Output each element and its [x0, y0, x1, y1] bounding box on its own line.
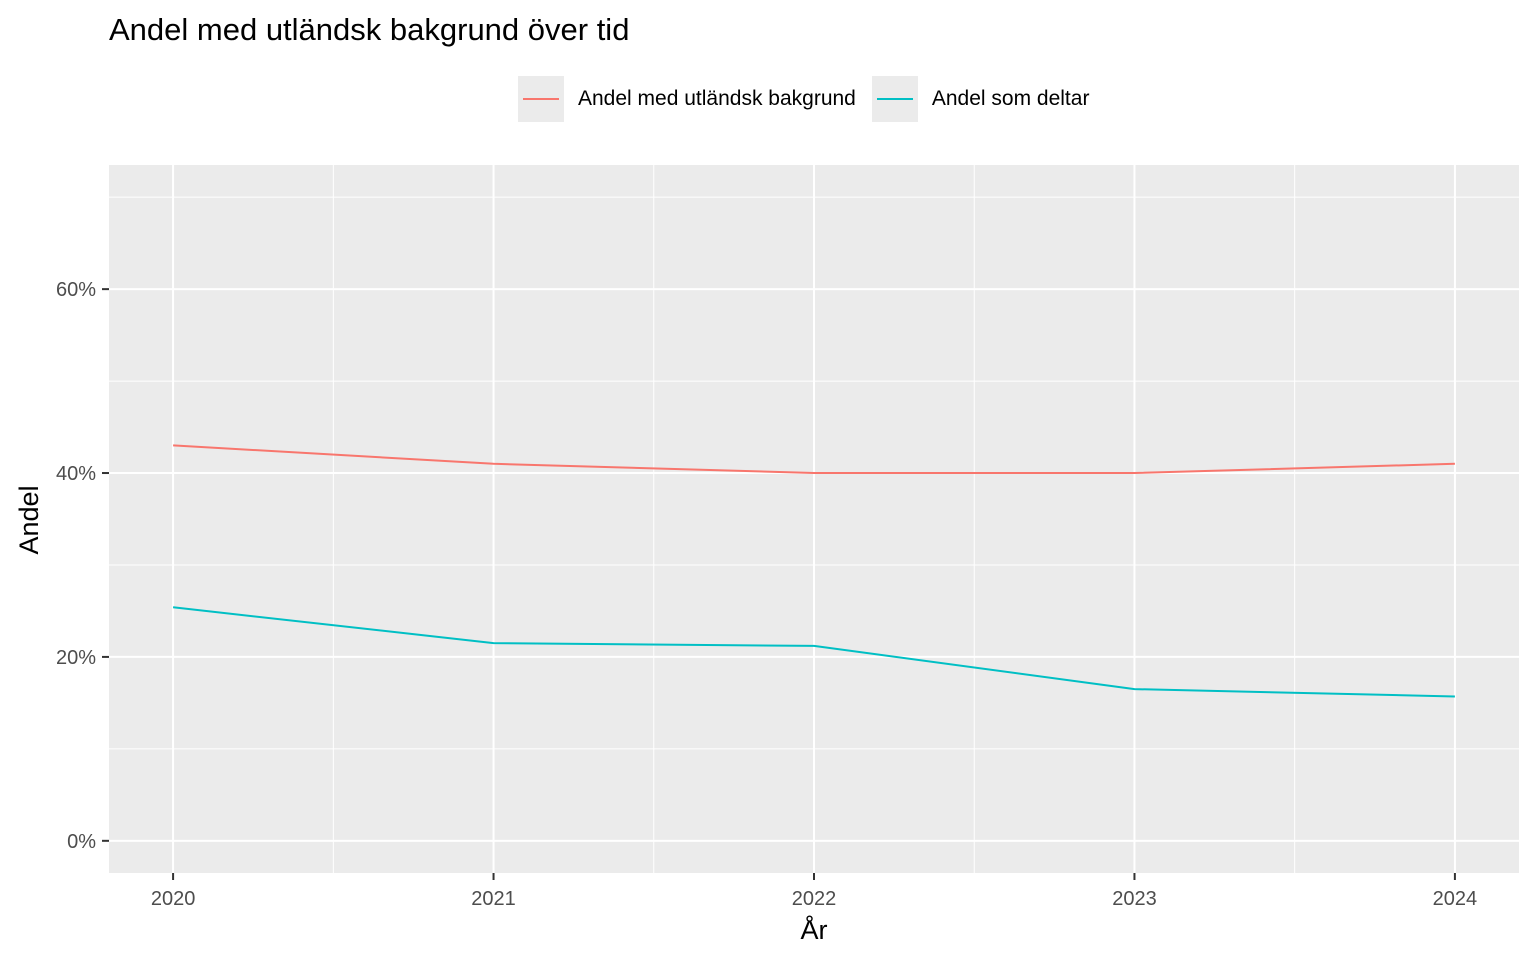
- chart-title: Andel med utländsk bakgrund över tid: [109, 12, 630, 47]
- y-tick-labels: 0% 20% 40% 60%: [56, 279, 96, 853]
- y-axis-title: Andel: [14, 485, 44, 554]
- legend-item-utlandsk: Andel med utländsk bakgrund: [518, 76, 856, 122]
- x-tick-label: 2024: [1433, 888, 1478, 910]
- legend-label-utlandsk: Andel med utländsk bakgrund: [578, 87, 856, 110]
- x-tick-labels: 2020 2021 2022 2023 2024: [151, 888, 1477, 910]
- y-tick-label: 40%: [56, 463, 96, 485]
- legend-key-utlandsk: [518, 76, 564, 122]
- series-line-utlandsk-bakgrund: [173, 444, 1455, 474]
- legend-line-deltar: [876, 98, 913, 100]
- x-tick-label: 2021: [471, 888, 516, 910]
- x-axis-title: År: [801, 914, 828, 945]
- y-tick-label: 20%: [56, 647, 96, 669]
- legend-label-deltar: Andel som deltar: [931, 87, 1090, 110]
- x-tick-label: 2023: [1112, 888, 1157, 910]
- x-tick-label: 2022: [792, 888, 837, 910]
- legend-key-deltar: [871, 76, 918, 122]
- x-tick-label: 2020: [151, 888, 196, 910]
- y-tick-label: 60%: [56, 279, 96, 301]
- series-line-som-deltar: [172, 606, 1455, 698]
- legend-item-deltar: Andel som deltar: [871, 76, 1090, 122]
- axis-ticks: [102, 288, 1456, 880]
- legend: Andel med utländsk bakgrund Andel som de…: [518, 76, 1105, 122]
- series-lines: [172, 444, 1455, 698]
- legend-line-utlandsk: [523, 98, 559, 100]
- y-tick-label: 0%: [67, 831, 96, 853]
